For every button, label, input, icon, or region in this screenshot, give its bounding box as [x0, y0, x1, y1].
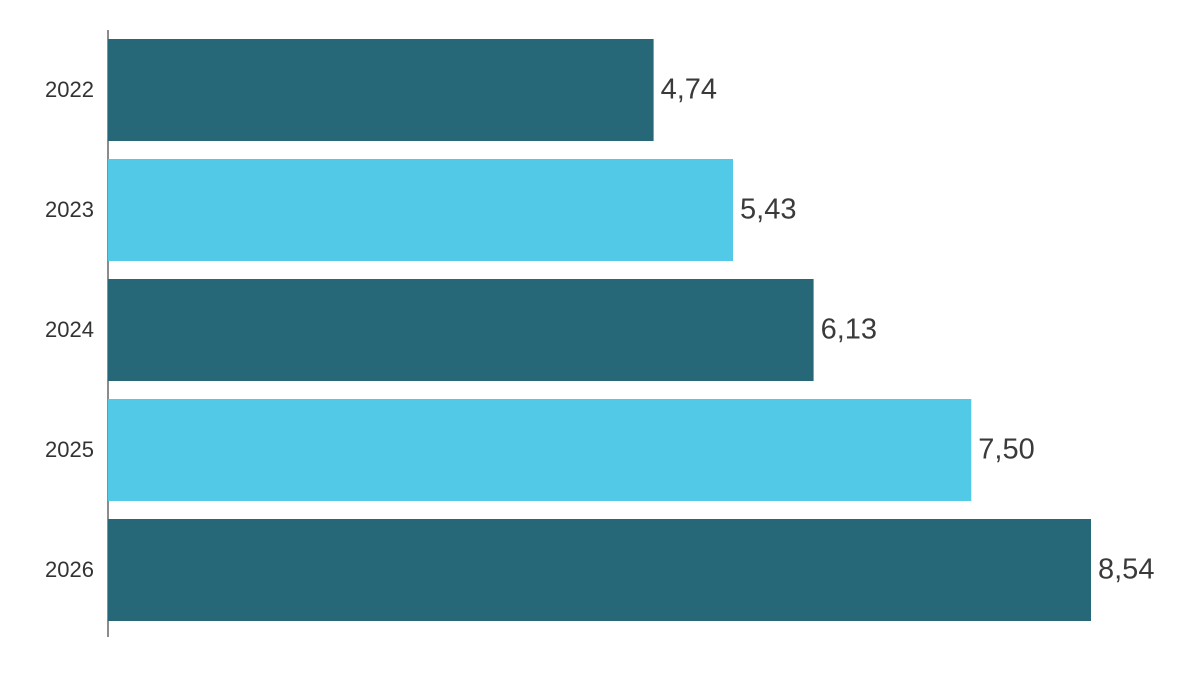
value-label: 5,43	[740, 194, 796, 226]
bar	[108, 519, 1091, 621]
value-label: 6,13	[821, 314, 877, 346]
value-label: 7,50	[978, 434, 1034, 466]
bar	[108, 399, 972, 501]
y-tick-label: 2022	[45, 77, 94, 102]
y-tick-label: 2024	[45, 317, 94, 342]
bar	[108, 279, 814, 381]
y-tick-label: 2023	[45, 197, 94, 222]
bar	[108, 39, 654, 141]
y-tick-label: 2026	[45, 557, 94, 582]
bar	[108, 159, 734, 261]
y-tick-label: 2025	[45, 437, 94, 462]
value-label: 4,74	[661, 74, 717, 106]
value-label: 8,54	[1098, 554, 1154, 586]
